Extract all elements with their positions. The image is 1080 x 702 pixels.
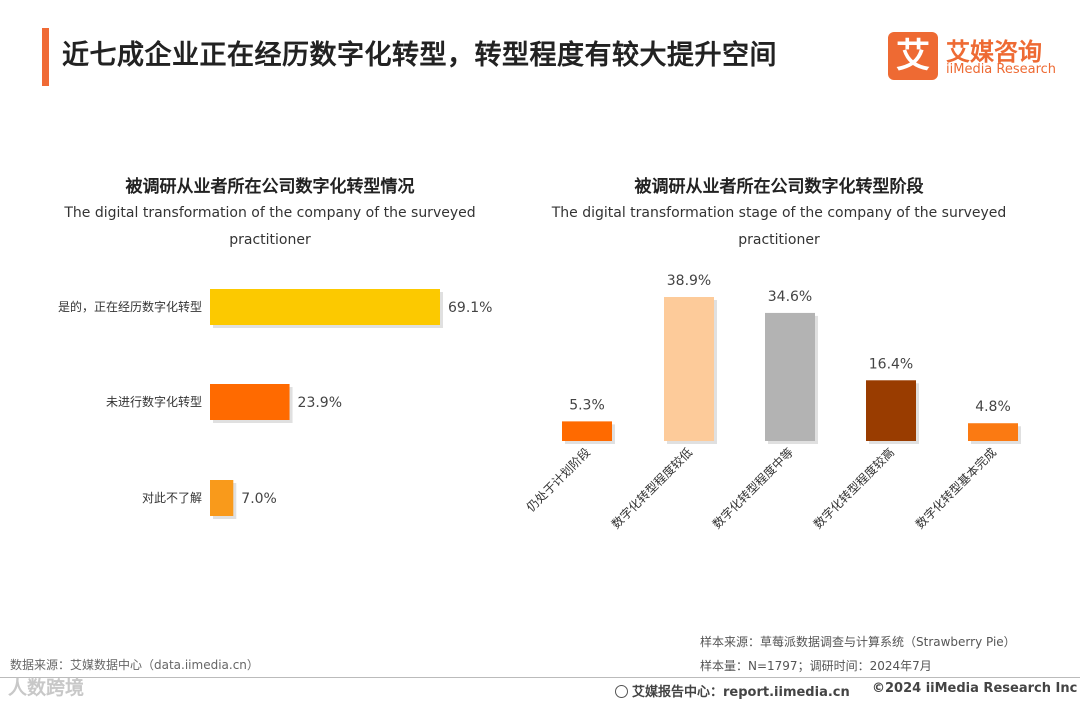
hbar-category-label: 是的，正在经历数字化转型 [58,299,202,314]
page-title: 近七成企业正在经历数字化转型，转型程度有较大提升空间 [62,40,777,71]
left-chart-title: 被调研从业者所在公司数字化转型情况 [125,177,415,197]
vbar-0 [562,421,612,441]
vbar-2 [765,312,815,441]
logo-cn-text: 艾媒咨询 [946,38,1042,66]
vbar-value-label: 5.3% [569,397,605,413]
globe-icon [615,685,628,698]
vbar-value-label: 34.6% [768,289,812,305]
vbar-category-label: 仍处于计划阶段 [523,445,593,515]
right-chart-subtitle-line2: practitioner [738,232,820,248]
hbar-value-label: 7.0% [241,491,277,507]
left-chart-subtitle-line1: The digital transformation of the compan… [64,205,476,221]
vbar-value-label: 38.9% [667,273,711,289]
sample-source: 样本来源：草莓派数据调查与计算系统（Strawberry Pie） [700,635,1016,649]
footer-divider [0,677,1080,678]
hbar-value-label: 23.9% [298,395,342,411]
iimedia-logo: 艾 艾媒咨询 iiMedia Research [888,28,1063,84]
vbar-value-label: 4.8% [975,399,1011,415]
hbar-0 [210,289,440,325]
vbar-4 [968,423,1018,441]
right-chart-subtitle-line1: The digital transformation stage of the … [551,205,1007,221]
watermark: 人数跨境 [8,677,85,699]
vbar-category-label: 数字化转型基本完成 [912,445,999,532]
vbar-1 [664,297,714,441]
vbar-value-label: 16.4% [869,356,913,372]
hbar-2 [210,480,234,516]
data-source: 数据来源：艾媒数据中心（data.iimedia.cn） [10,658,259,672]
hbar-value-label: 69.1% [448,300,492,316]
right-chart-subtitle: The digital transformation stage of the … [540,200,1018,254]
logo-mark-icon: 艾 [888,32,938,80]
sample-info: 样本量：N=1797；调研时间：2024年7月 [700,659,932,673]
left-chart-subtitle-line2: practitioner [229,232,311,248]
vbar-3 [866,380,916,441]
vbar-category-label: 数字化转型程度较高 [810,445,897,532]
logo-en-text: iiMedia Research [946,62,1057,77]
report-center-text: 艾媒报告中心：report.iimedia.cn [632,685,850,700]
vbar-category-label: 数字化转型程度较低 [608,445,695,532]
report-center-link[interactable]: 艾媒报告中心：report.iimedia.cn [615,681,850,700]
hbar-category-label: 未进行数字化转型 [106,394,202,409]
copyright: ©2024 iiMedia Research Inc [872,681,1078,696]
title-accent-bar [42,28,49,86]
vbar-category-label: 数字化转型程度中等 [709,445,796,532]
hbar-category-label: 对此不了解 [142,491,202,505]
right-chart-title: 被调研从业者所在公司数字化转型阶段 [634,177,924,197]
left-chart-subtitle: The digital transformation of the compan… [40,200,500,254]
hbar-1 [210,384,290,420]
